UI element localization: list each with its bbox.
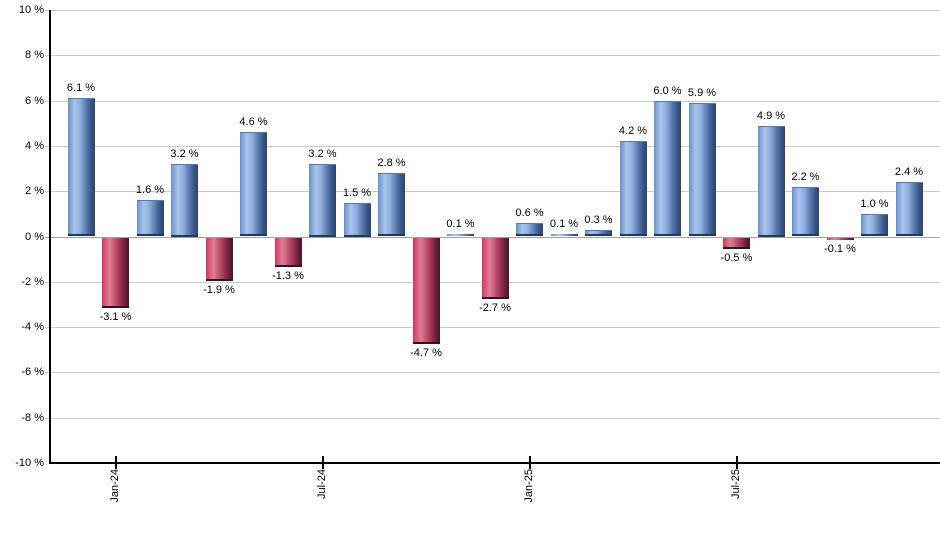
y-axis-tick-label: 6 % bbox=[25, 94, 44, 107]
x-axis-tick-label: Jul-25 bbox=[729, 469, 742, 499]
bar-nov-24 bbox=[447, 234, 474, 237]
y-axis-tick-label: 2 % bbox=[25, 185, 44, 198]
bar-may-24 bbox=[240, 132, 267, 237]
gridline bbox=[45, 145, 940, 147]
bar-sep-25 bbox=[792, 186, 819, 237]
y-axis-tick-label: 8 % bbox=[25, 49, 44, 62]
y-axis-tick-label: -6 % bbox=[21, 366, 44, 379]
bar-value-label: 4.9 % bbox=[756, 109, 786, 122]
bar-jul-25 bbox=[723, 237, 750, 249]
y-axis-tick-label: -4 % bbox=[21, 321, 44, 334]
y-axis-tick-label: -8 % bbox=[21, 411, 44, 424]
bar-value-label: 6.0 % bbox=[653, 84, 682, 97]
bar-value-label: 3.2 % bbox=[308, 148, 337, 160]
x-axis-tick bbox=[321, 456, 324, 469]
bar-feb-25 bbox=[550, 234, 578, 237]
bar-dec-23 bbox=[67, 98, 95, 237]
gridline bbox=[45, 327, 940, 329]
bar-may-25 bbox=[654, 100, 681, 237]
gridline bbox=[45, 10, 940, 11]
x-axis-line bbox=[49, 462, 940, 464]
bar-value-label: -1.9 % bbox=[203, 283, 235, 296]
gridline bbox=[45, 372, 940, 374]
x-axis-tick bbox=[735, 456, 738, 469]
gridline bbox=[45, 191, 940, 193]
bar-value-label: 0.1 % bbox=[549, 218, 579, 231]
bar-oct-24 bbox=[412, 237, 440, 344]
bar-value-label: 2.2 % bbox=[791, 170, 820, 183]
x-axis-tick bbox=[114, 456, 117, 469]
bar-apr-24 bbox=[205, 237, 233, 281]
bar-value-label: 2.8 % bbox=[377, 157, 406, 170]
bar-jun-25 bbox=[688, 102, 716, 237]
x-axis-tick-label: Jul-24 bbox=[315, 469, 328, 499]
bar-value-label: 6.1 % bbox=[66, 82, 96, 95]
gridline bbox=[45, 55, 940, 57]
bar-value-label: 4.6 % bbox=[239, 116, 268, 129]
gridline bbox=[45, 100, 940, 102]
bar-value-label: 3.2 % bbox=[170, 148, 199, 160]
bar-value-label: 0.3 % bbox=[584, 213, 613, 226]
bar-value-label: -0.5 % bbox=[720, 251, 753, 264]
x-axis-tick-label: Jan-25 bbox=[522, 469, 535, 503]
bar-sep-24 bbox=[378, 173, 405, 237]
bar-jan-24 bbox=[102, 237, 129, 308]
bar-apr-25 bbox=[619, 141, 647, 237]
bar-feb-24 bbox=[136, 200, 164, 237]
bar-value-label: -3.1 % bbox=[99, 310, 132, 323]
bar-jun-24 bbox=[274, 237, 302, 267]
bar-value-label: 2.4 % bbox=[894, 166, 924, 179]
y-axis-tick-label: -10 % bbox=[15, 457, 44, 469]
bar-jul-24 bbox=[309, 164, 336, 237]
bar-nov-25 bbox=[861, 213, 888, 237]
bar-value-label: 5.9 % bbox=[687, 86, 717, 99]
y-axis-tick-label: -2 % bbox=[21, 275, 44, 288]
gridline bbox=[45, 417, 940, 419]
bar-value-label: 0.6 % bbox=[515, 206, 544, 219]
bar-value-label: -0.1 % bbox=[824, 242, 856, 255]
x-axis-tick-label: Jan-24 bbox=[108, 469, 121, 503]
bar-value-label: -1.3 % bbox=[272, 269, 304, 282]
bar-aug-25 bbox=[757, 125, 785, 237]
bar-value-label: -2.7 % bbox=[479, 301, 511, 314]
bar-mar-24 bbox=[171, 164, 198, 237]
bar-value-label: 4.2 % bbox=[618, 125, 648, 138]
y-axis-tick-label: 0 % bbox=[25, 230, 44, 243]
y-axis-tick-label: 4 % bbox=[25, 139, 44, 152]
bar-dec-24 bbox=[481, 237, 509, 299]
bar-mar-25 bbox=[585, 229, 612, 237]
bar-value-label: 1.6 % bbox=[135, 184, 165, 197]
bar-value-label: 1.5 % bbox=[342, 186, 372, 199]
bar-value-label: 1.0 % bbox=[860, 197, 889, 210]
zero-gridline bbox=[45, 236, 940, 238]
x-axis-tick bbox=[528, 456, 531, 469]
bar-value-label: -4.7 % bbox=[410, 347, 442, 359]
bar-jan-25 bbox=[516, 222, 543, 237]
bar-aug-24 bbox=[343, 202, 371, 237]
bar-value-label: 0.1 % bbox=[446, 218, 475, 231]
y-axis-tick-label: 10 % bbox=[18, 4, 44, 16]
bar-oct-25 bbox=[826, 237, 854, 240]
bar-dec-25 bbox=[895, 182, 923, 237]
y-axis-line bbox=[49, 10, 51, 464]
